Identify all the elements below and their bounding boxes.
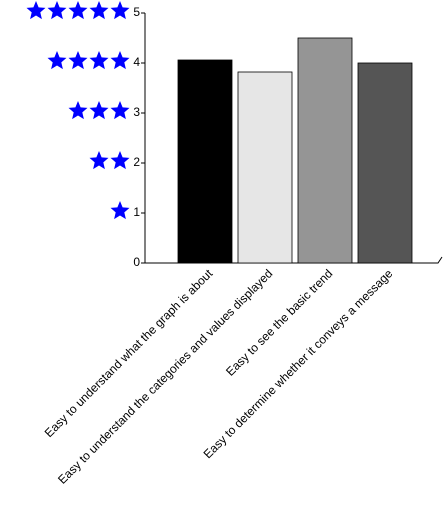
star <box>110 201 130 220</box>
star <box>110 101 130 120</box>
star <box>47 1 67 20</box>
bar <box>357 62 413 264</box>
star <box>89 51 109 70</box>
star <box>26 1 46 20</box>
bar <box>177 59 233 264</box>
y-tick-label: 5 <box>133 5 140 19</box>
x-tick-label: Easy to see the basic trend <box>223 266 335 378</box>
star <box>68 1 88 20</box>
y-tick-label: 3 <box>133 105 140 119</box>
star <box>110 51 130 70</box>
y-tick-label: 2 <box>133 155 140 169</box>
star <box>68 51 88 70</box>
x-tick-label: Easy to understand the categories and va… <box>55 266 275 486</box>
star <box>110 1 130 20</box>
bar <box>297 37 353 264</box>
star <box>68 101 88 120</box>
y-tick-label: 0 <box>133 255 140 269</box>
star <box>110 151 130 170</box>
y-tick-label: 4 <box>133 55 140 69</box>
star <box>89 151 109 170</box>
star <box>47 51 67 70</box>
star <box>89 1 109 20</box>
star <box>89 101 109 120</box>
bar <box>237 71 293 264</box>
y-tick-label: 1 <box>133 205 140 219</box>
